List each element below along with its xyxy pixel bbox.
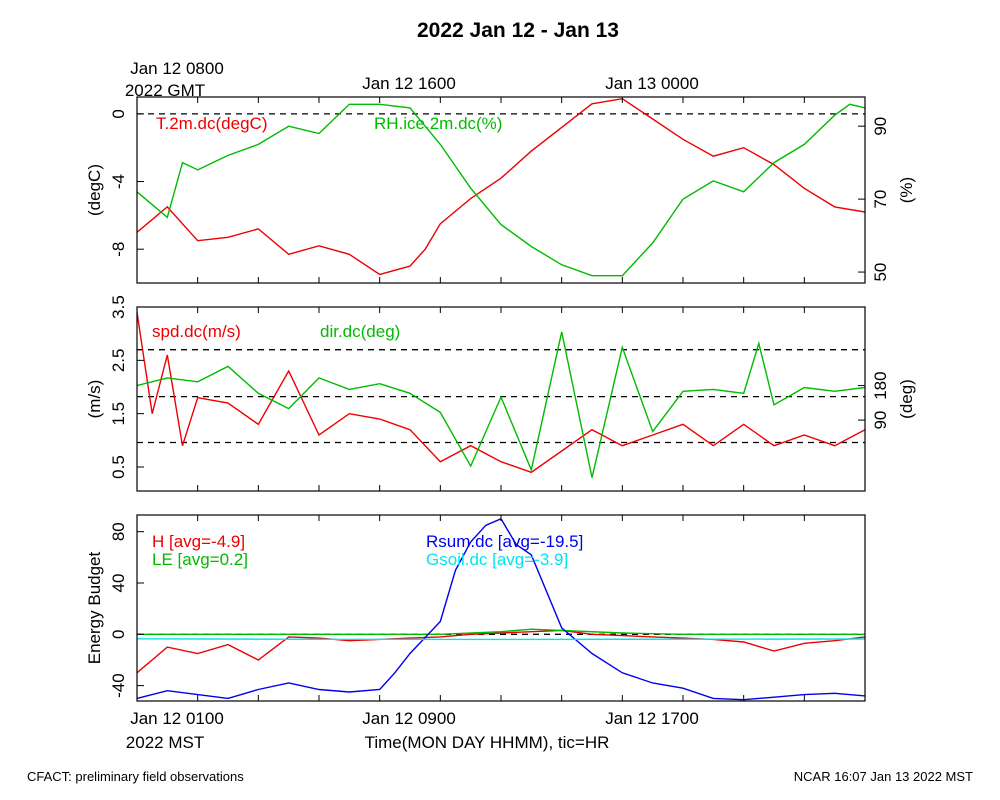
footer-left-note: CFACT: preliminary field observations [27, 769, 244, 784]
y-tick-label-left: 3.5 [109, 295, 128, 319]
y-tick-label-left: 1.5 [109, 402, 128, 426]
top-axis-labels: Jan 12 1600 Jan 13 0000 [362, 74, 699, 93]
y-axis-label-right: (%) [897, 177, 916, 203]
y-tick-label-left: 0 [109, 630, 128, 639]
plot-frame [136, 306, 866, 492]
chart-title: 2022 Jan 12 - Jan 13 [417, 19, 619, 42]
series-line-spd [136, 312, 866, 474]
y-tick-label-right: 50 [871, 263, 890, 282]
top-axis-gmt-label: 2022 GMT [125, 81, 205, 100]
bottom-axis-label: Jan 12 0100 [130, 709, 224, 728]
bottom-axis-tz-label: 2022 MST [126, 733, 204, 752]
legend-label: T.2m.dc(degC) [156, 114, 267, 133]
wind-panel: 3.5 2.5 1.5 0.5 (m/s) 180 90 (deg) spd.dc(m/s) di… [85, 295, 916, 492]
top-axis-label: Jan 12 1600 [362, 74, 456, 93]
series-line-h [136, 629, 866, 674]
y-tick-label-left: 0 [109, 109, 128, 118]
y-axis-label-left: Energy Budget [85, 551, 104, 664]
y-tick-label-right: 90 [871, 411, 890, 430]
bottom-axis-label: Jan 12 1700 [605, 709, 699, 728]
y-tick-label-left: -8 [109, 242, 128, 257]
series-line-rsum [136, 517, 866, 701]
legend-label: dir.dc(deg) [320, 322, 400, 341]
y-tick-label-left: 80 [109, 522, 128, 541]
y-tick-label-left: -40 [109, 673, 128, 698]
top-axis-first-label: Jan 12 0800 [130, 59, 224, 78]
y-tick-label-right: 180 [871, 371, 890, 399]
y-axis-label-left: (degC) [85, 164, 104, 216]
temperature-humidity-panel: 0 -4 -8 (degC) 90 70 50 (%) T.2m.dc(degC) RH.ice.… [85, 96, 916, 284]
series-line-rh [136, 103, 866, 277]
legend-label: Gsoil.dc [avg=-3.9] [426, 550, 568, 569]
y-axis-label-right: (deg) [897, 379, 916, 419]
legend-label: H [avg=-4.9] [152, 532, 245, 551]
series-line-gsoil [136, 638, 866, 641]
y-axis-label-left: (m/s) [85, 380, 104, 419]
top-axis-label: Jan 13 0000 [605, 74, 699, 93]
bottom-axis-labels: Jan 12 0100 Jan 12 0900 Jan 12 1700 [130, 709, 699, 728]
series-line-t [136, 97, 866, 276]
legend-label: spd.dc(m/s) [152, 322, 241, 341]
footer-right-note: NCAR 16:07 Jan 13 2022 MST [794, 769, 973, 784]
y-tick-label-left: -4 [109, 174, 128, 189]
legend-label: LE [avg=0.2] [152, 550, 248, 569]
energy-budget-panel: 80 40 0 -40 Energy Budget H [avg=-4.9]LE [avg… [85, 514, 866, 702]
legend-label: RH.ice.2m.dc(%) [374, 114, 502, 133]
x-axis-title: Time(MON DAY HHMM), tic=HR [365, 733, 610, 752]
y-tick-label-left: 2.5 [109, 349, 128, 373]
y-tick-label-right: 90 [871, 117, 890, 136]
bottom-axis-label: Jan 12 0900 [362, 709, 456, 728]
series-line-dir [136, 331, 866, 478]
legend-label: Rsum.dc [avg=-19.5] [426, 532, 583, 551]
series-line-le [137, 628, 865, 635]
y-tick-label-right: 70 [871, 190, 890, 209]
y-tick-label-left: 0.5 [109, 455, 128, 479]
y-tick-label-left: 40 [109, 574, 128, 593]
